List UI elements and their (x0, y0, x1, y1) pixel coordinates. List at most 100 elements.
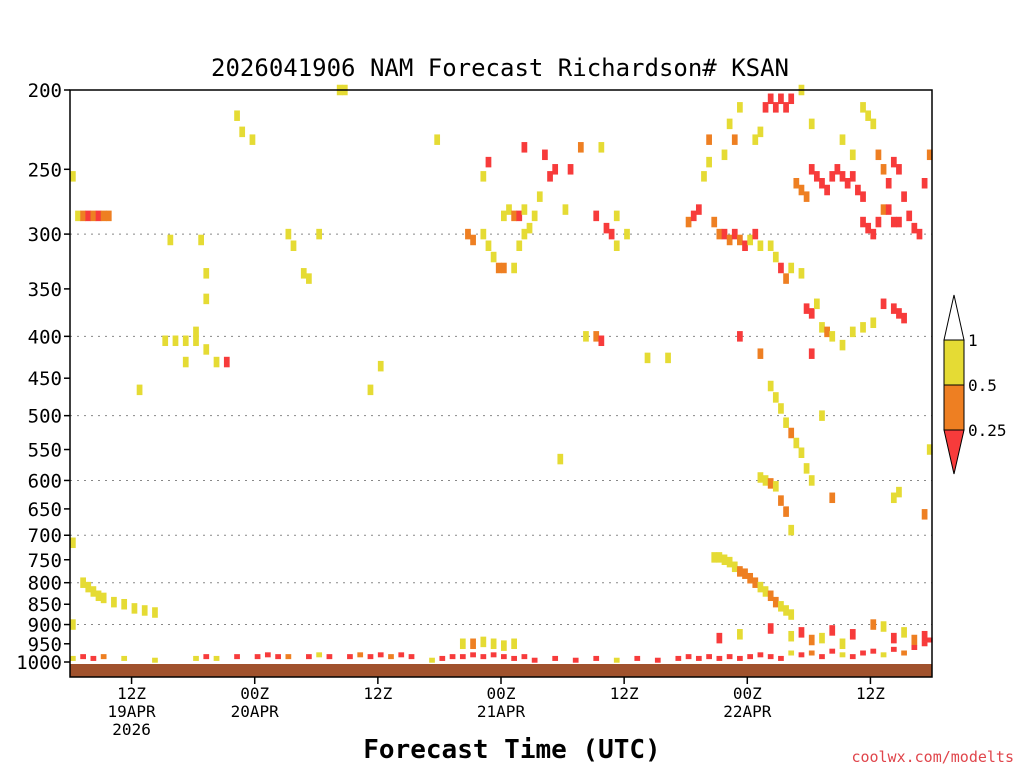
ri-cell (100, 210, 107, 222)
ri-surface-cell (90, 655, 97, 661)
ri-cell (316, 228, 323, 240)
ri-cell (788, 609, 795, 620)
ri-cell (880, 621, 887, 632)
x-tick-label: 00Z (733, 684, 762, 703)
ri-cell (300, 268, 307, 279)
legend-bin (943, 384, 965, 431)
ri-cell (885, 204, 892, 215)
ri-surface-cell (70, 655, 76, 661)
ri-cell (121, 598, 128, 610)
ri-cell (70, 619, 76, 630)
x-tick-label: 00Z (487, 684, 516, 703)
ri-surface-cell (829, 648, 836, 654)
ri-cell (829, 171, 836, 182)
ri-surface-cell (121, 655, 128, 661)
ri-surface-cell (490, 652, 497, 658)
ri-cell (896, 308, 902, 319)
ri-cell (788, 427, 795, 439)
ri-cell (778, 262, 784, 274)
ri-cell (767, 590, 774, 602)
ri-cell (167, 234, 174, 246)
ri-cell (798, 184, 805, 196)
ri-cell (501, 262, 507, 274)
ri-cell (521, 228, 528, 240)
ri-cell (834, 164, 841, 175)
ri-cell (921, 177, 928, 189)
ri-cell (829, 492, 836, 504)
ri-cell (737, 234, 743, 246)
ri-cell (926, 149, 933, 161)
ri-cell (890, 156, 897, 168)
ri-cell (480, 228, 487, 240)
ri-cell (90, 210, 97, 222)
y-tick-label: 1000 (16, 652, 62, 674)
ri-cell (747, 572, 754, 584)
ri-cell (819, 177, 825, 189)
ri-cell (85, 210, 92, 222)
ri-cell (890, 492, 897, 504)
ri-cell (701, 171, 707, 182)
ri-cell (870, 228, 877, 240)
ri-cell (742, 568, 748, 579)
y-tick-label: 750 (28, 550, 62, 572)
ri-cell (757, 240, 764, 252)
ri-surface-cell (100, 654, 107, 660)
ri-cell (865, 110, 872, 121)
ri-cell (608, 228, 615, 240)
ri-cell (798, 268, 805, 279)
ri-cell (367, 384, 374, 396)
ri-cell (603, 222, 610, 234)
ri-cell (793, 177, 800, 189)
ri-surface-cell (439, 655, 446, 661)
ri-cell (716, 632, 723, 644)
ri-cell (721, 554, 728, 566)
ri-cell (896, 486, 902, 498)
ri-cell (105, 210, 112, 222)
ri-cell (762, 475, 769, 486)
ri-cell (803, 191, 810, 202)
ri-cell (808, 634, 815, 646)
legend-colorbar: 1 0.5 0.25 (943, 294, 1007, 475)
ri-cell (577, 142, 584, 153)
ri-surface-cell (675, 655, 682, 661)
x-tick-label: 2026 (112, 720, 151, 739)
ri-surface-cell (737, 655, 743, 661)
x-axis-label: Forecast Time (UTC) (363, 735, 660, 765)
ri-surface-cell (767, 654, 774, 660)
ri-cell (737, 331, 743, 342)
ri-cell (808, 308, 815, 319)
ri-cell (501, 210, 507, 222)
ri-cell (152, 607, 158, 618)
ri-cell (182, 356, 189, 368)
ri-cell (896, 164, 902, 175)
ri-surface-cell (316, 652, 323, 658)
legend-arrow-bottom (943, 429, 965, 475)
ri-cell (711, 552, 718, 563)
ri-cell (203, 293, 210, 305)
ri-cell (526, 222, 533, 234)
ri-cell (870, 118, 877, 130)
x-tick-label: 12Z (117, 684, 146, 703)
ri-cell (598, 335, 605, 347)
ri-surface-cell (890, 646, 897, 652)
ri-cell (613, 240, 620, 252)
y-tick-label: 250 (28, 159, 62, 181)
ri-cell (690, 210, 697, 222)
ri-cell (896, 216, 902, 228)
legend-arrow-top (943, 294, 965, 341)
ri-cell (726, 556, 733, 568)
ri-cell (772, 481, 779, 492)
ri-surface-cell (921, 641, 928, 647)
ri-cell (695, 204, 702, 215)
y-tick-label: 850 (28, 594, 62, 616)
ri-surface-cell (152, 657, 158, 663)
ri-surface-cell (695, 655, 702, 661)
ri-cell (813, 298, 820, 310)
y-tick-label: 950 (28, 634, 62, 656)
ri-cell (767, 93, 774, 105)
ri-cell (757, 348, 764, 359)
pressure-axis: 200 250 300 350 400 450 500 550 600 650 700 7508008… (16, 80, 70, 674)
ri-cell (624, 228, 630, 240)
y-tick-label: 800 (28, 573, 62, 595)
ri-cell (808, 475, 815, 486)
